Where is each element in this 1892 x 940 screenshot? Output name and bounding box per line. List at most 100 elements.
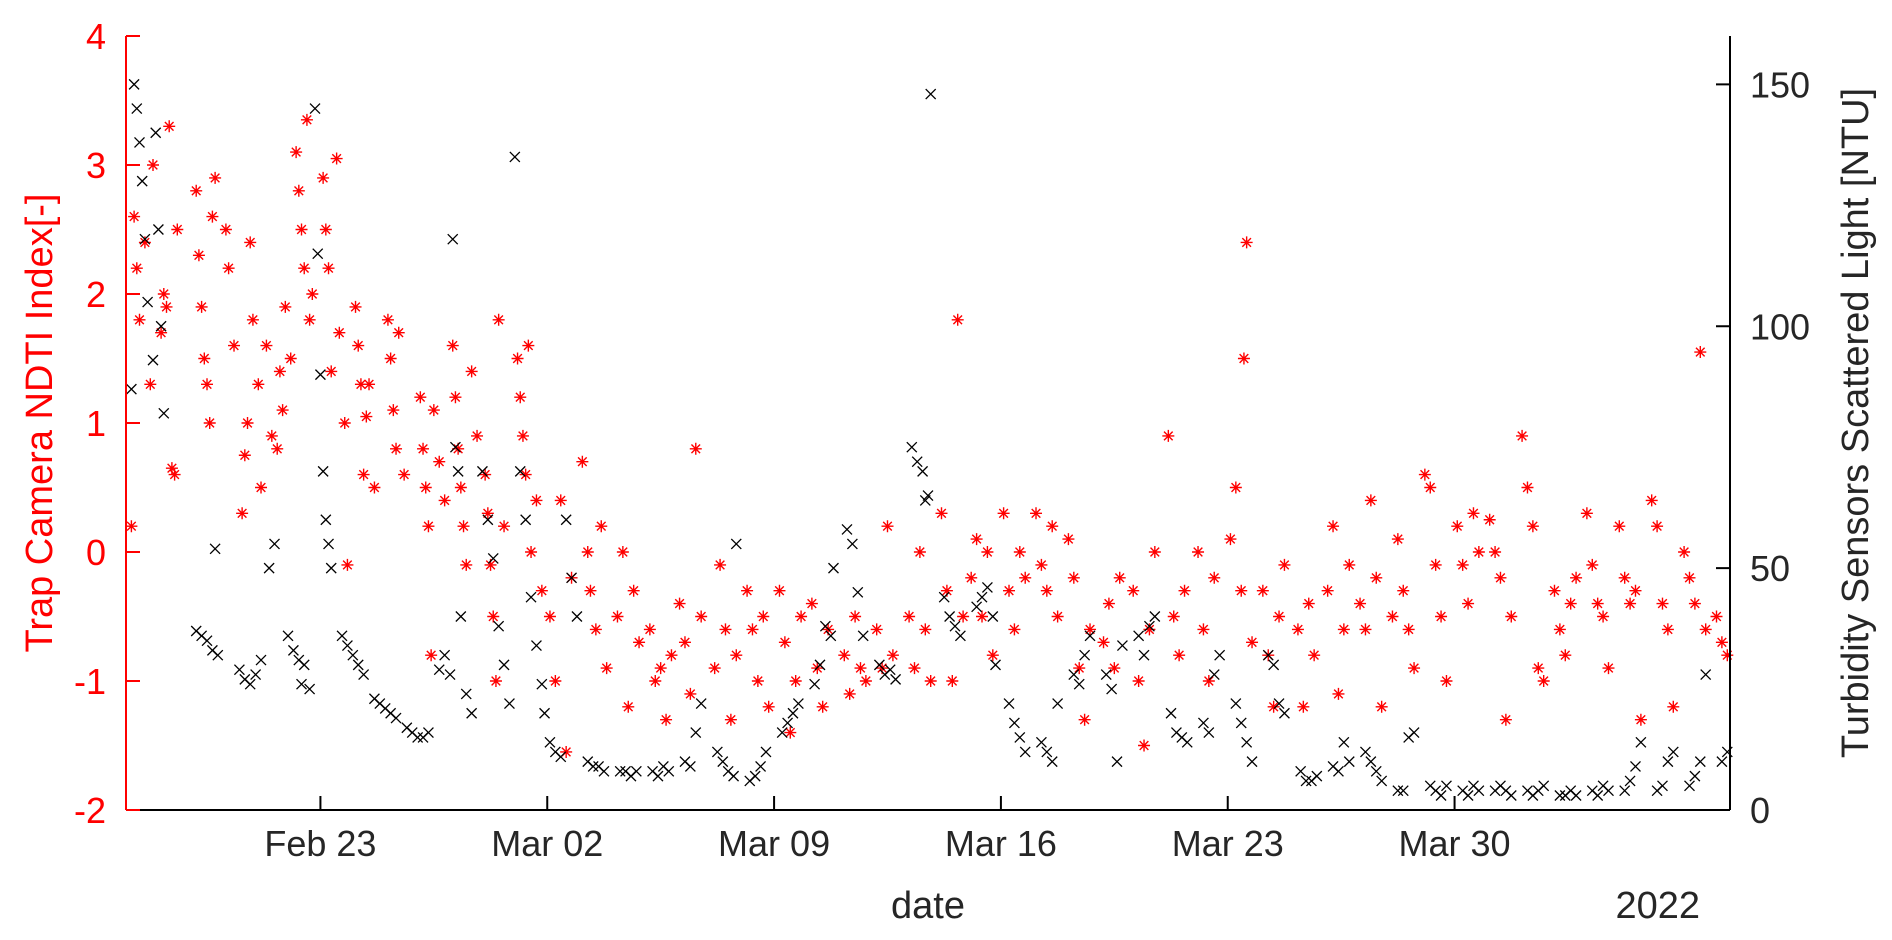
ndti-point [219,223,232,236]
ndti-point [946,675,959,687]
ndti-point [260,339,273,352]
turbidity-point [142,296,154,308]
ndti-point [276,404,289,417]
ndti-point [222,262,235,275]
ndti-point [433,455,446,468]
turbidity-point [539,707,551,719]
turbidity-point [352,659,364,671]
ndti-point [1472,546,1485,558]
ndti-point [965,571,978,584]
turbidity-point [938,591,950,603]
turbidity-point [925,88,937,100]
ndti-point [1148,546,1161,558]
turbidity-point [825,630,837,642]
ndti-point [881,520,894,533]
turbidity-point [1332,765,1344,777]
turbidity-point [873,659,885,671]
ndti-point [481,507,494,520]
ndti-point [1321,584,1334,597]
ndti-point [695,610,708,623]
ndti-point [560,745,573,758]
ndti-point [498,520,511,533]
turbidity-point [1138,649,1150,661]
ndti-point [381,313,394,326]
turbidity-point [530,640,542,651]
turbidity-point [201,635,213,647]
left-y-axis-title: Trap Camera NDTI Index[-] [19,194,61,653]
ndti-point [616,546,629,558]
ndti-point [1030,507,1043,520]
ndti-point [1456,558,1469,571]
ndti-point [303,313,316,326]
ndti-point [1570,571,1583,584]
turbidity-point [1657,780,1668,792]
ndti-point [684,687,697,700]
ndti-point [940,584,953,597]
turbidity-point [755,761,767,772]
ndti-point [414,391,427,404]
turbidity-point [433,664,445,676]
ndti-point [168,468,181,481]
turbidity-point [598,765,610,777]
turbidity-point [1359,746,1371,758]
ndti-point [795,610,808,623]
turbidity-point [1462,790,1474,801]
turbidity-point [695,698,707,710]
ndti-point [387,404,400,417]
ndti-point [746,623,759,636]
ndti-point [935,507,948,520]
ndti-point [1224,533,1237,546]
ndti-point [298,262,311,275]
ndti-point [554,494,567,507]
turbidity-point [1635,736,1647,748]
ndti-point [1521,481,1534,494]
turbidity-point [460,688,472,700]
turbidity-point [444,669,456,681]
turbidity-point [312,248,324,260]
ndti-point [1035,558,1048,571]
ndti-point [981,546,994,558]
ndti-point [903,610,916,623]
turbidity-point [1300,775,1312,787]
ndti-point [724,713,737,726]
ndti-point [1108,662,1121,675]
turbidity-point [544,736,556,748]
ndti-point [1624,597,1637,610]
right-y-tick-label: 0 [1750,790,1770,831]
ndti-point [919,623,932,636]
ndti-point [859,675,872,687]
ndti-point [1532,662,1545,675]
turbidity-point [1111,756,1123,768]
ndti-point [417,442,430,455]
turbidity-point [152,224,164,235]
turbidity-point [749,770,761,782]
ndti-point [363,378,376,391]
ndti-point [1618,571,1631,584]
turbidity-point [1538,780,1550,792]
turbidity-point [287,644,299,656]
turbidity-point [1716,756,1728,768]
turbidity-point [809,678,821,690]
ndti-point [352,339,365,352]
ndti-point [1084,623,1097,636]
turbidity-point [209,543,221,555]
turbidity-point [1235,717,1247,729]
turbidity-point [1208,669,1220,681]
ndti-point [1073,662,1086,675]
turbidity-point [1630,761,1641,772]
ndti-point [155,326,168,339]
turbidity-point [884,664,896,676]
ndti-point [487,610,500,623]
ndti-point [354,378,367,391]
ndti-point [1667,700,1680,713]
ndti-point [138,236,151,249]
turbidity-point [128,78,140,90]
ndti-point [1332,687,1345,700]
ndti-point [600,662,613,675]
ndti-point [1613,520,1626,533]
turbidity-point [1397,785,1409,797]
ndti-point [357,468,370,481]
ndti-point [1694,346,1707,359]
ndti-point [516,429,529,442]
ndti-point [854,662,867,675]
